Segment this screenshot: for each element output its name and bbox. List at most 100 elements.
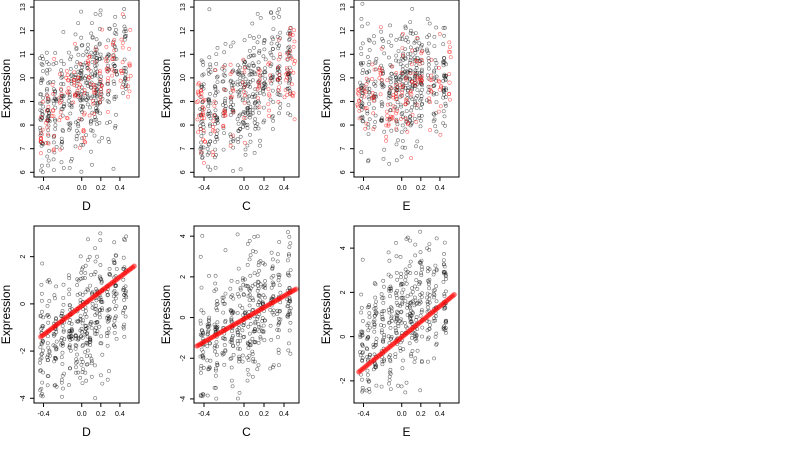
data-point bbox=[285, 314, 290, 319]
data-point bbox=[53, 97, 58, 102]
data-point bbox=[255, 91, 260, 96]
data-point bbox=[412, 55, 417, 60]
data-point-red bbox=[447, 91, 452, 96]
data-point-red bbox=[401, 84, 405, 89]
y-tick-label: 13 bbox=[180, 3, 187, 11]
data-point bbox=[240, 80, 245, 84]
data-point bbox=[252, 329, 257, 334]
data-point bbox=[80, 267, 84, 272]
data-point bbox=[47, 348, 52, 353]
data-point bbox=[394, 270, 399, 275]
data-point-red bbox=[429, 73, 433, 78]
data-point-red bbox=[118, 78, 123, 83]
data-point bbox=[76, 370, 81, 375]
data-point bbox=[278, 80, 283, 85]
data-point bbox=[73, 144, 78, 149]
data-point bbox=[53, 344, 58, 349]
data-point bbox=[67, 287, 72, 292]
data-point-red bbox=[196, 81, 201, 86]
data-point bbox=[41, 69, 45, 74]
y-tick-label: 8 bbox=[180, 123, 187, 127]
data-point bbox=[252, 95, 257, 100]
data-point bbox=[387, 378, 392, 383]
data-point bbox=[66, 334, 71, 339]
data-point bbox=[51, 157, 56, 162]
data-point bbox=[39, 54, 44, 59]
data-point bbox=[258, 91, 263, 96]
data-point bbox=[220, 299, 225, 304]
data-point bbox=[444, 86, 448, 91]
data-point bbox=[258, 259, 263, 263]
data-point bbox=[358, 84, 363, 89]
data-point bbox=[53, 383, 58, 388]
y-tick-label: -2 bbox=[20, 348, 27, 354]
data-point bbox=[215, 320, 220, 325]
data-point bbox=[198, 254, 203, 259]
data-point bbox=[360, 359, 365, 363]
data-point bbox=[231, 82, 236, 87]
data-point bbox=[443, 326, 448, 330]
data-point bbox=[61, 329, 66, 334]
data-point bbox=[47, 67, 52, 72]
data-point-red bbox=[228, 62, 233, 67]
data-point bbox=[235, 63, 240, 68]
data-point bbox=[238, 287, 243, 292]
data-point bbox=[100, 381, 105, 386]
data-point bbox=[359, 292, 364, 297]
data-point bbox=[60, 373, 65, 378]
data-point bbox=[258, 325, 263, 330]
data-point bbox=[245, 355, 250, 360]
data-point bbox=[93, 51, 98, 56]
data-point-red bbox=[86, 75, 91, 80]
data-point bbox=[358, 46, 363, 51]
data-point bbox=[230, 69, 235, 74]
data-point bbox=[112, 240, 117, 245]
data-point bbox=[45, 71, 50, 76]
data-point bbox=[123, 238, 127, 243]
data-point bbox=[419, 69, 424, 74]
data-point bbox=[98, 12, 103, 17]
data-point bbox=[53, 117, 57, 122]
data-point bbox=[428, 323, 433, 327]
data-point bbox=[247, 298, 252, 303]
data-point bbox=[415, 139, 420, 144]
data-point bbox=[433, 334, 438, 339]
data-point bbox=[97, 77, 102, 82]
data-point bbox=[208, 341, 213, 346]
x-tick-label: 0.0 bbox=[77, 411, 87, 418]
data-point-red bbox=[58, 115, 63, 120]
data-point-red bbox=[39, 115, 43, 119]
data-point bbox=[41, 104, 46, 109]
plot-area bbox=[38, 7, 133, 175]
data-point bbox=[278, 54, 283, 59]
data-point bbox=[278, 106, 283, 110]
data-point bbox=[252, 359, 257, 364]
data-point bbox=[256, 283, 260, 288]
data-point-red bbox=[285, 71, 290, 75]
data-point bbox=[399, 154, 404, 159]
data-point bbox=[389, 334, 394, 339]
data-point bbox=[408, 238, 412, 243]
data-point bbox=[221, 147, 226, 152]
data-point bbox=[253, 105, 258, 110]
data-point-red bbox=[50, 82, 55, 87]
data-point bbox=[252, 327, 257, 331]
data-point bbox=[389, 71, 394, 76]
data-point bbox=[54, 339, 59, 344]
data-point bbox=[89, 361, 94, 366]
data-point bbox=[442, 114, 447, 119]
data-point bbox=[61, 82, 66, 87]
data-point bbox=[442, 74, 446, 79]
data-point bbox=[360, 329, 365, 334]
data-point bbox=[93, 270, 98, 274]
data-point-red bbox=[276, 77, 280, 82]
trend-point bbox=[413, 80, 419, 85]
data-point bbox=[213, 93, 217, 98]
data-point bbox=[47, 299, 52, 303]
trend-point bbox=[363, 89, 368, 95]
data-point-red bbox=[386, 123, 391, 128]
data-point-red bbox=[413, 83, 418, 87]
data-point bbox=[393, 325, 398, 330]
data-point-red bbox=[82, 91, 87, 96]
data-point bbox=[419, 308, 424, 313]
